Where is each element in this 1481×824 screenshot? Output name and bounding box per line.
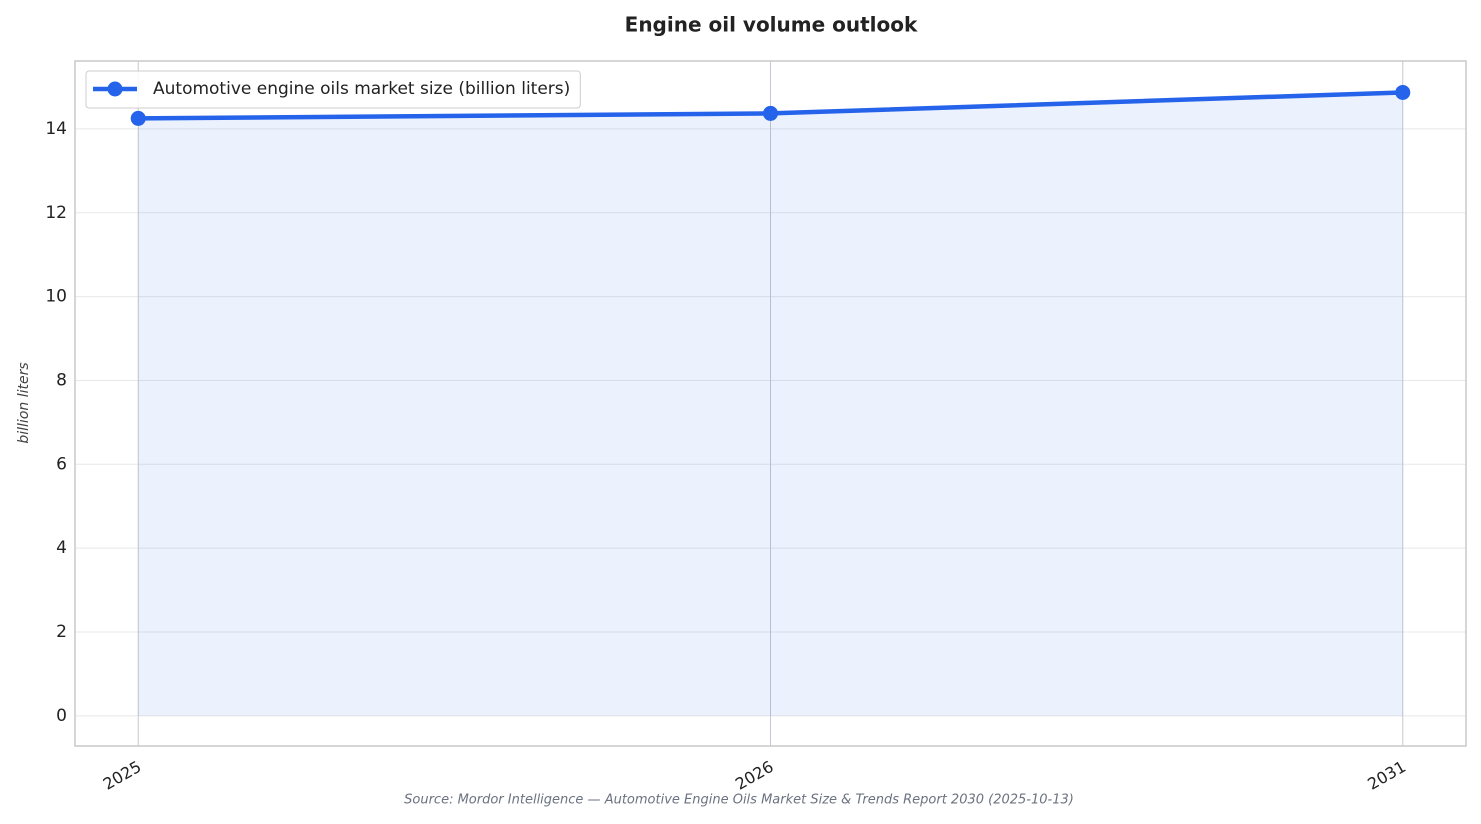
y-tick-label: 4 [56, 538, 67, 558]
chart-title: Engine oil volume outlook [625, 13, 918, 37]
legend-box [85, 70, 581, 109]
legend-marker [107, 81, 123, 97]
y-tick-label: 8 [56, 370, 67, 390]
y-tick-label: 0 [56, 706, 67, 726]
y-axis-label: billion liters [16, 362, 32, 443]
plot-frame [74, 60, 1467, 747]
legend-label: Automotive engine oils market size (bill… [153, 79, 570, 99]
y-tick-label: 14 [45, 119, 67, 139]
y-tick-label: 2 [56, 622, 67, 642]
y-tick-label: 10 [45, 287, 67, 307]
area [138, 92, 1403, 716]
point [1395, 84, 1411, 100]
point [130, 110, 146, 126]
point [763, 105, 778, 121]
y-tick-label: 6 [56, 454, 67, 474]
y-tick-label: 12 [45, 203, 67, 223]
source-note: Source: Mordor Intelligence — Automotive… [404, 793, 1074, 808]
